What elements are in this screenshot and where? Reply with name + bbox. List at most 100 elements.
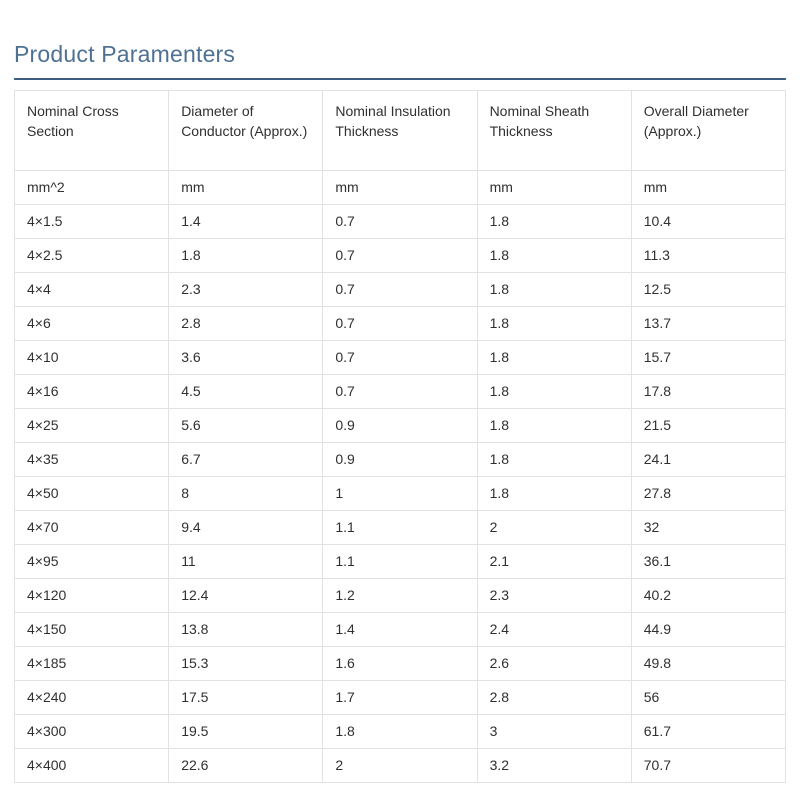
- table-cell: 1.8: [476, 238, 632, 274]
- table-cell: 4×240: [13, 680, 170, 716]
- table-cell: 2.3: [168, 272, 324, 308]
- table-cell: 3: [476, 714, 632, 750]
- table-cell: 15.7: [630, 340, 787, 376]
- table-cell: 1.4: [322, 612, 478, 648]
- table-cell: 2.3: [476, 578, 632, 614]
- table-cell: 4×10: [13, 340, 170, 376]
- table-row: 4×4 2.3 0.7 1.8 12.5: [13, 272, 787, 308]
- table-cell: 4×185: [13, 646, 170, 682]
- units-row: mm^2 mm mm mm mm: [13, 170, 787, 206]
- unit-cell: mm: [630, 170, 787, 206]
- table-cell: 2.4: [476, 612, 632, 648]
- unit-cell: mm: [322, 170, 478, 206]
- table-cell: 0.7: [322, 272, 478, 308]
- unit-cell: mm^2: [13, 170, 170, 206]
- table-cell: 15.3: [168, 646, 324, 682]
- table-cell: 1.2: [322, 578, 478, 614]
- table-cell: 0.9: [322, 408, 478, 444]
- table-cell: 4×150: [13, 612, 170, 648]
- table-cell: 13.7: [630, 306, 787, 342]
- table-cell: 3.2: [476, 748, 632, 784]
- table-row: 4×70 9.4 1.1 2 32: [13, 510, 787, 546]
- table-row: 4×120 12.4 1.2 2.3 40.2: [13, 578, 787, 614]
- table-cell: 2.6: [476, 646, 632, 682]
- table-cell: 10.4: [630, 204, 787, 240]
- table-row: 4×16 4.5 0.7 1.8 17.8: [13, 374, 787, 410]
- table-cell: 24.1: [630, 442, 787, 478]
- table-cell: 9.4: [168, 510, 324, 546]
- header-row: Nominal Cross Section Diameter of Conduct…: [13, 90, 787, 172]
- table-cell: 1.8: [476, 204, 632, 240]
- table-cell: 44.9: [630, 612, 787, 648]
- table-cell: 1.4: [168, 204, 324, 240]
- table-cell: 61.7: [630, 714, 787, 750]
- table-cell: 4×50: [13, 476, 170, 512]
- table-cell: 1.8: [476, 442, 632, 478]
- table-cell: 56: [630, 680, 787, 716]
- table-row: 4×10 3.6 0.7 1.8 15.7: [13, 340, 787, 376]
- table-cell: 0.7: [322, 306, 478, 342]
- table-cell: 22.6: [168, 748, 324, 784]
- table-cell: 4×6: [13, 306, 170, 342]
- table-cell: 2: [322, 748, 478, 784]
- table-cell: 21.5: [630, 408, 787, 444]
- column-header: Overall Diameter (Approx.): [630, 90, 787, 172]
- table-cell: 1.8: [476, 272, 632, 308]
- table-cell: 1.6: [322, 646, 478, 682]
- table-row: 4×95 11 1.1 2.1 36.1: [13, 544, 787, 580]
- table-cell: 11: [168, 544, 324, 580]
- table-cell: 5.6: [168, 408, 324, 444]
- table-cell: 19.5: [168, 714, 324, 750]
- table-cell: 0.9: [322, 442, 478, 478]
- table-cell: 3.6: [168, 340, 324, 376]
- table-row: 4×240 17.5 1.7 2.8 56: [13, 680, 787, 716]
- table-cell: 2.8: [168, 306, 324, 342]
- table-cell: 1.8: [476, 306, 632, 342]
- column-header: Nominal Cross Section: [13, 90, 170, 172]
- title-divider: [14, 78, 786, 81]
- table-cell: 2.1: [476, 544, 632, 580]
- table-cell: 4×95: [13, 544, 170, 580]
- table-row: 4×2.5 1.8 0.7 1.8 11.3: [13, 238, 787, 274]
- table-cell: 4×2.5: [13, 238, 170, 274]
- table-cell: 1: [322, 476, 478, 512]
- table-row: 4×50 8 1 1.8 27.8: [13, 476, 787, 512]
- table-cell: 4×16: [13, 374, 170, 410]
- table-row: 4×6 2.8 0.7 1.8 13.7: [13, 306, 787, 342]
- table-cell: 27.8: [630, 476, 787, 512]
- table-cell: 6.7: [168, 442, 324, 478]
- table-cell: 1.1: [322, 544, 478, 580]
- table-cell: 4×1.5: [13, 204, 170, 240]
- table-cell: 32: [630, 510, 787, 546]
- table-cell: 4×35: [13, 442, 170, 478]
- table-cell: 1.1: [322, 510, 478, 546]
- table-cell: 4.5: [168, 374, 324, 410]
- unit-cell: mm: [168, 170, 324, 206]
- table-cell: 1.8: [322, 714, 478, 750]
- table-cell: 70.7: [630, 748, 787, 784]
- table-cell: 0.7: [322, 374, 478, 410]
- table-cell: 1.8: [476, 476, 632, 512]
- table-cell: 1.8: [476, 408, 632, 444]
- table-cell: 1.8: [476, 340, 632, 376]
- column-header: Nominal Insulation Thickness: [322, 90, 478, 172]
- table-cell: 1.7: [322, 680, 478, 716]
- table-body: mm^2 mm mm mm mm 4×1.5 1.4 0.7 1.8 10.4 4×2.5 1.8 0.…: [13, 170, 787, 784]
- table-cell: 4×4: [13, 272, 170, 308]
- table-cell: 1.8: [476, 374, 632, 410]
- table-row: 4×35 6.7 0.9 1.8 24.1: [13, 442, 787, 478]
- table-cell: 4×25: [13, 408, 170, 444]
- table-cell: 4×70: [13, 510, 170, 546]
- column-header: Nominal Sheath Thickness: [476, 90, 632, 172]
- table-row: 4×25 5.6 0.9 1.8 21.5: [13, 408, 787, 444]
- table-row: 4×400 22.6 2 3.2 70.7: [13, 748, 787, 784]
- table-cell: 8: [168, 476, 324, 512]
- table-cell: 17.8: [630, 374, 787, 410]
- table-cell: 40.2: [630, 578, 787, 614]
- unit-cell: mm: [476, 170, 632, 206]
- table-row: 4×300 19.5 1.8 3 61.7: [13, 714, 787, 750]
- table-cell: 2: [476, 510, 632, 546]
- table-cell: 49.8: [630, 646, 787, 682]
- table-cell: 12.4: [168, 578, 324, 614]
